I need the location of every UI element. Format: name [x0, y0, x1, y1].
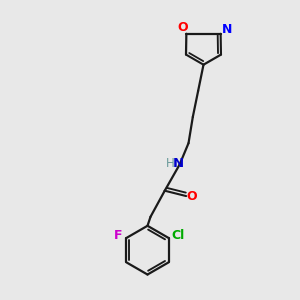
Text: O: O [178, 21, 188, 34]
Text: N: N [222, 23, 232, 36]
Text: F: F [114, 229, 122, 242]
Text: Cl: Cl [172, 229, 185, 242]
Text: H: H [166, 157, 175, 169]
Text: O: O [187, 190, 197, 203]
Text: N: N [172, 157, 184, 169]
